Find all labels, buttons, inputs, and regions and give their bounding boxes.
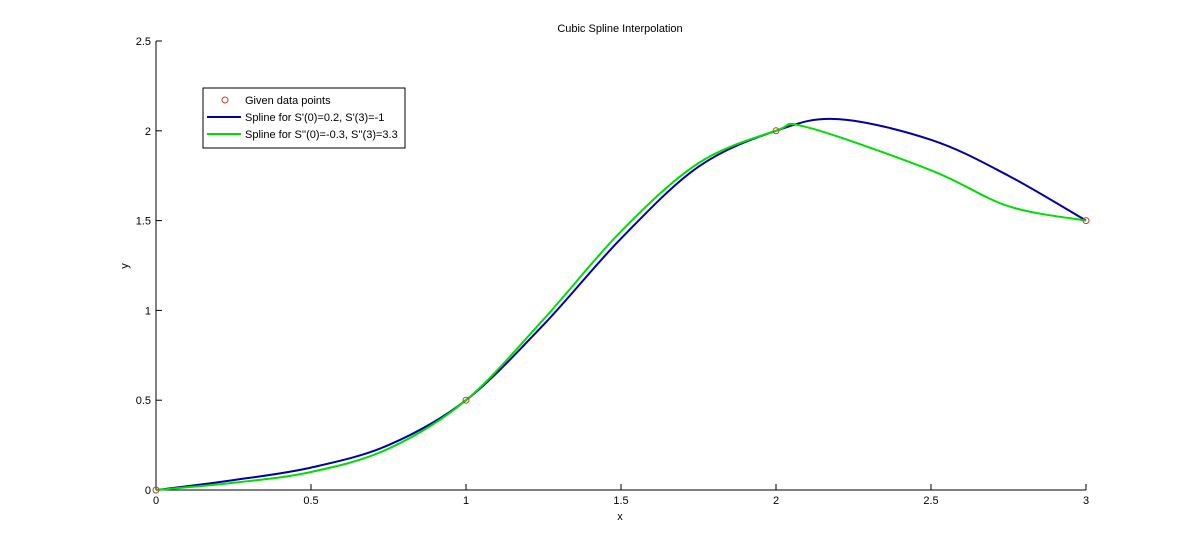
legend-marker (221, 96, 229, 104)
legend-entry-label: Given data points (245, 95, 331, 107)
axes: 0 0.5 1 1.5 2 2.5 3 0 0.5 1 1.5 2 2.5 (136, 36, 1089, 507)
legend-entry-label: Spline for S''(0)=-0.3, S''(3)=3.3 (245, 129, 398, 141)
x-tick-label: 3 (1083, 495, 1089, 507)
data-point-marker (772, 127, 780, 135)
series-line-1 (155, 117, 1087, 491)
y-tick-label: 0 (145, 485, 151, 497)
series-line-2 (155, 122, 1087, 491)
legend-entry-label: Spline for S'(0)=0.2, S'(3)=-1 (245, 112, 384, 124)
y-tick-label: 0.5 (136, 395, 151, 407)
y-tick-label: 2.5 (136, 36, 151, 48)
series-layer (155, 117, 1087, 491)
y-tick-label: 1.5 (136, 216, 151, 228)
data-point-marker (1082, 217, 1090, 225)
data-points-layer (152, 127, 1090, 494)
x-tick-label: 0.5 (303, 495, 318, 507)
x-tick-label: 0 (153, 495, 159, 507)
legend: Given data points Spline for S'(0)=0.2, S… (202, 87, 406, 149)
x-tick-label: 2 (773, 495, 779, 507)
chart-title: Cubic Spline Interpolation (557, 23, 682, 35)
y-axis-label: y (119, 263, 131, 269)
x-tick-label: 1 (463, 495, 469, 507)
data-point-marker (152, 486, 160, 494)
x-tick-label: 1.5 (613, 495, 628, 507)
y-tick-label: 1 (145, 305, 151, 317)
x-axis-label: x (617, 511, 623, 523)
x-tick-label: 2.5 (923, 495, 938, 507)
data-point-marker (462, 396, 470, 404)
y-tick-label: 2 (145, 126, 151, 138)
